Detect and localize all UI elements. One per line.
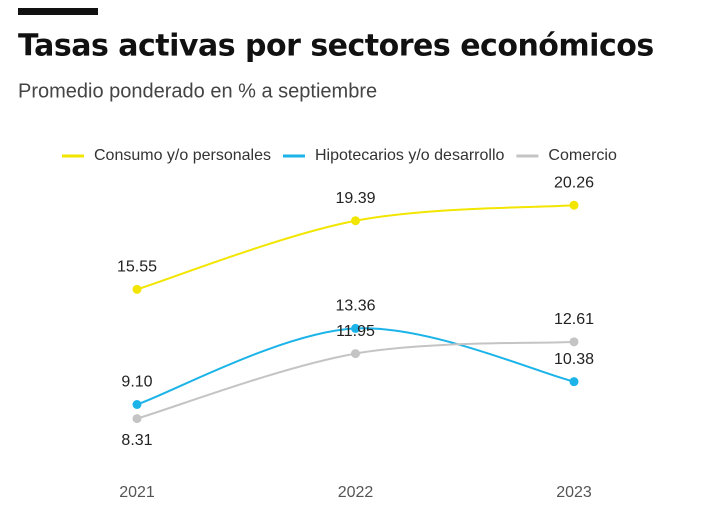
point bbox=[569, 337, 579, 347]
point bbox=[351, 323, 360, 333]
legend-label: Hipotecarios y/o desarrollo bbox=[315, 147, 505, 164]
point bbox=[569, 200, 579, 210]
value-label: 15.55 bbox=[117, 259, 157, 276]
point bbox=[132, 400, 142, 409]
legend-label: Consumo y/o personales bbox=[94, 147, 271, 164]
value-label: 9.10 bbox=[121, 374, 152, 391]
chart-subtitle: Promedio ponderado en % a septiembre bbox=[18, 80, 377, 102]
legend-label: Comercio bbox=[548, 147, 617, 164]
value-label: 8.31 bbox=[121, 432, 152, 449]
x-tick-label: 2023 bbox=[556, 484, 592, 501]
value-label: 12.61 bbox=[554, 311, 594, 328]
x-tick-label: 2022 bbox=[338, 484, 374, 501]
value-label: 10.38 bbox=[554, 351, 594, 368]
point bbox=[351, 349, 360, 359]
chart-title: Tasas activas por sectores económicos bbox=[18, 29, 654, 64]
point bbox=[569, 377, 579, 387]
value-label: 19.39 bbox=[335, 190, 375, 207]
x-tick-label: 2021 bbox=[119, 484, 155, 501]
title-bar bbox=[18, 8, 98, 15]
value-label: 11.95 bbox=[336, 323, 375, 340]
value-label: 13.36 bbox=[335, 298, 375, 315]
point bbox=[351, 216, 360, 226]
value-label: 20.26 bbox=[554, 174, 594, 191]
point bbox=[132, 284, 142, 294]
point bbox=[132, 414, 142, 424]
